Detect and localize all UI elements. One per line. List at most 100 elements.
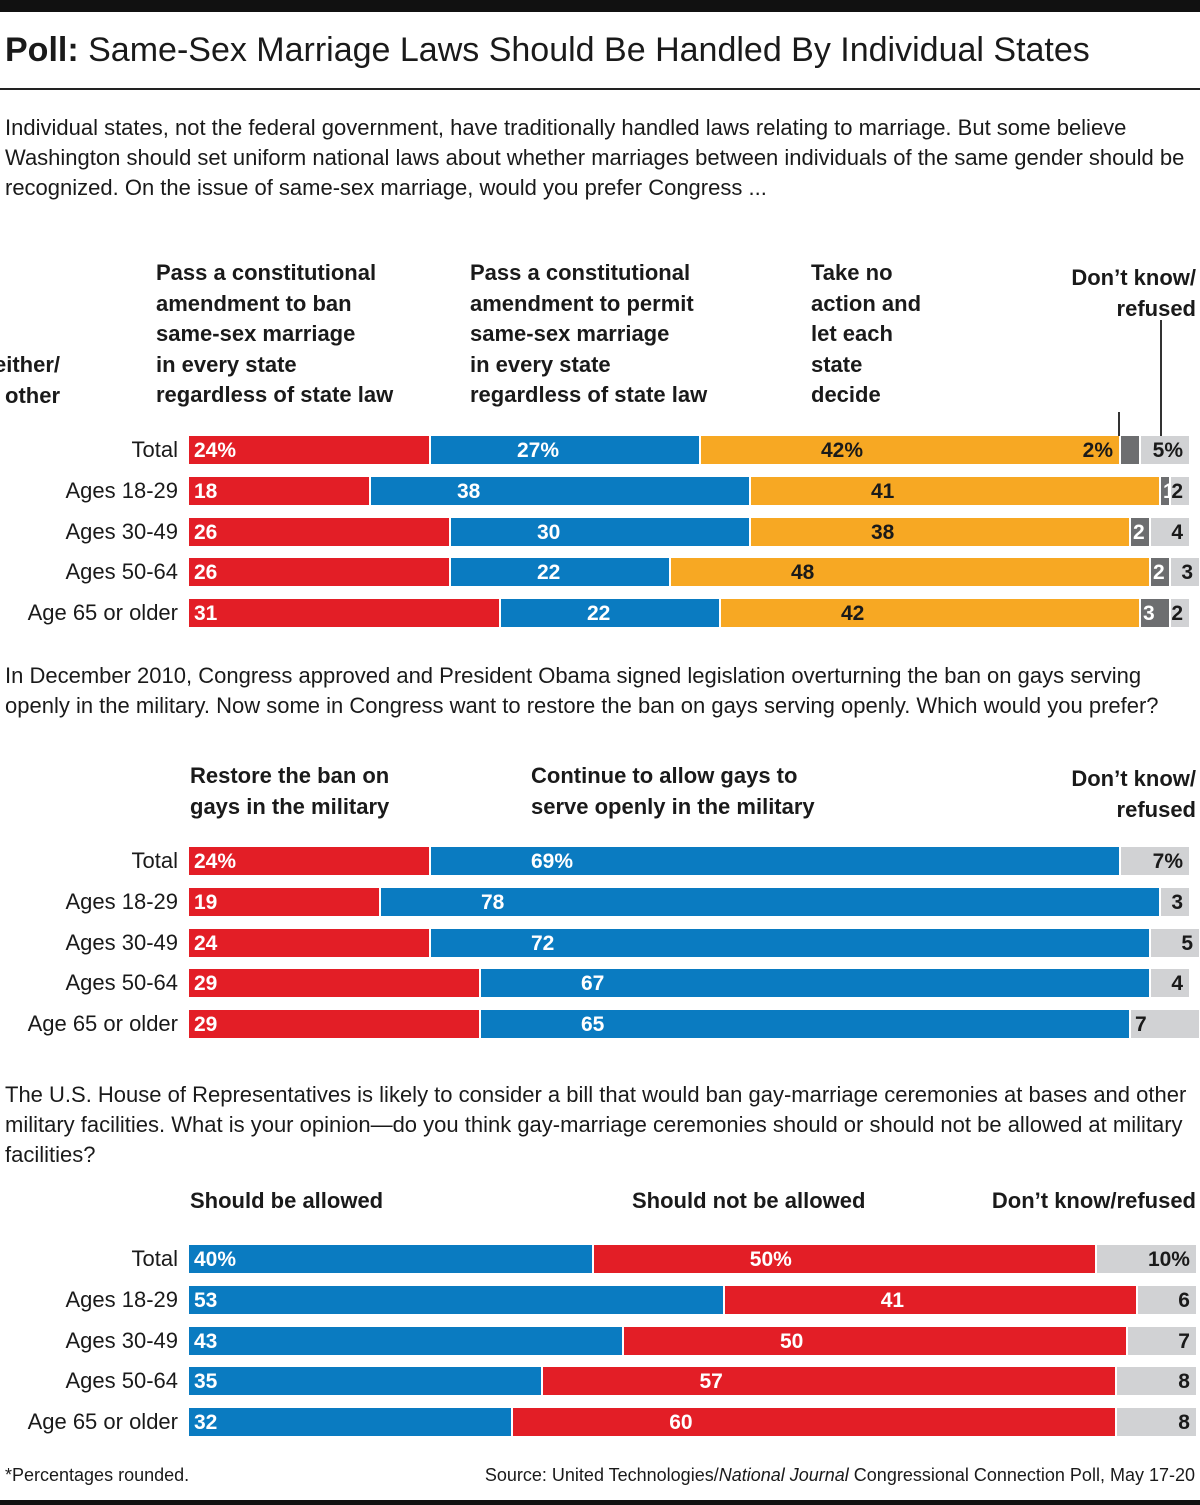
chart-1-data-label: 27% bbox=[517, 439, 560, 462]
chart-1-bar-dark-gray: 2% bbox=[1083, 436, 1139, 464]
chart-3-bar-red: 50 bbox=[622, 1326, 1126, 1355]
chart-2-bar-light-gray: 7 bbox=[1129, 1010, 1199, 1038]
chart-1-data-label: 38 bbox=[871, 520, 895, 544]
chart-1-data-label: 2% bbox=[1082, 439, 1113, 462]
chart-2-bar-blue: 78 bbox=[379, 887, 1159, 916]
chart-2-row-label: Total bbox=[131, 848, 178, 873]
chart-3-data-label: 41 bbox=[880, 1288, 905, 1312]
chart-1-row-label: Ages 30-49 bbox=[65, 518, 178, 544]
chart-3-bar-light-gray: 8 bbox=[1115, 1367, 1196, 1396]
chart-3-bar-blue: 43 bbox=[189, 1326, 622, 1355]
chart-1-bar-orange: 48 bbox=[669, 558, 1149, 587]
chart-2-series-header: Continue to allow gays to serve openly i… bbox=[531, 763, 815, 819]
chart-3-bar-blue: 32 bbox=[189, 1408, 512, 1436]
chart-3-bar-light-gray: 10% bbox=[1095, 1245, 1196, 1273]
chart-1-data-label: 2 bbox=[1153, 561, 1165, 585]
chart-1-bar-red: 26 bbox=[189, 517, 449, 546]
chart-1-bar-dark-gray: 2 bbox=[1149, 558, 1169, 587]
chart-3-bar-blue: 40% bbox=[189, 1245, 592, 1273]
chart-1-leader-line bbox=[1118, 412, 1120, 436]
chart-2-data-label: 78 bbox=[481, 890, 505, 914]
chart-1-data-label: 24% bbox=[194, 439, 237, 462]
chart-2-bar-red: 29 bbox=[189, 1010, 479, 1038]
chart-1-data-label: 2 bbox=[1171, 479, 1183, 503]
chart-3-data-label: 10% bbox=[1147, 1248, 1190, 1271]
chart-1-data-label: 3 bbox=[1143, 602, 1155, 625]
chart-2-bar-blue: 72 bbox=[429, 928, 1149, 957]
chart-3-data-label: 50% bbox=[749, 1248, 792, 1271]
source-suffix: Congressional Connection Poll, May 17-20 bbox=[848, 1465, 1195, 1485]
chart-1-row-label: Age 65 or older bbox=[27, 600, 178, 625]
chart-1-data-label: 5% bbox=[1152, 439, 1183, 462]
title-rule bbox=[0, 88, 1200, 90]
chart-1-bar-dark-gray: 2 bbox=[1129, 517, 1149, 546]
chart-1-bar-red: 26 bbox=[189, 558, 449, 587]
chart-3-data-label: 50 bbox=[780, 1329, 804, 1353]
chart-1-bar-blue: 22 bbox=[449, 558, 669, 587]
chart-1-data-label: 42 bbox=[841, 602, 865, 625]
chart-1-bar-light-gray: 2 bbox=[1169, 476, 1189, 505]
bottom-rule bbox=[0, 1500, 1200, 1505]
chart-2-data-label: 4 bbox=[1171, 972, 1183, 996]
chart-1-series-header: Don’t know/ refused bbox=[1071, 265, 1196, 321]
chart-3-question: The U.S. House of Representatives is lik… bbox=[5, 1082, 1187, 1167]
chart-2-data-label: 65 bbox=[581, 1013, 605, 1036]
source-note: Source: United Technologies/National Jou… bbox=[485, 1462, 1195, 1488]
chart-2-bar-red: 24 bbox=[189, 928, 429, 957]
chart-3-row-label: Ages 18-29 bbox=[65, 1286, 178, 1312]
chart-1-question: Individual states, not the federal gover… bbox=[5, 115, 1185, 200]
chart-2-row-label: Ages 50-64 bbox=[65, 970, 178, 996]
chart-3-data-label: 7 bbox=[1178, 1329, 1190, 1353]
chart-1-bar-light-gray: 5% bbox=[1139, 436, 1189, 464]
chart-2-bar-light-gray: 7% bbox=[1119, 847, 1189, 875]
chart-1-data-label: 1 bbox=[1163, 477, 1175, 507]
chart-1-data-label: 18 bbox=[194, 479, 218, 503]
chart-1-leader-line bbox=[1160, 320, 1162, 436]
chart-2-data-label: 3 bbox=[1171, 890, 1183, 914]
chart-1-bar-dark-gray: 1 bbox=[1159, 476, 1175, 505]
chart-2-bar-red: 29 bbox=[189, 969, 479, 998]
chart-2-row-label: Ages 30-49 bbox=[65, 929, 178, 955]
chart-3-data-label: 6 bbox=[1178, 1288, 1190, 1312]
chart-1-series-header: Neither/ other bbox=[0, 352, 60, 408]
chart-2-data-label: 24% bbox=[194, 850, 237, 873]
chart-3-row-label: Total bbox=[131, 1246, 178, 1271]
chart-1-series-header: Pass a constitutional amendment to ban s… bbox=[156, 260, 394, 407]
chart-1-bar-blue: 30 bbox=[449, 517, 749, 546]
chart-1-row-label: Ages 18-29 bbox=[65, 477, 178, 503]
chart-1-bar-orange: 38 bbox=[749, 517, 1129, 546]
chart-1-data-label: 22 bbox=[537, 561, 561, 585]
chart-3-data-label: 8 bbox=[1178, 1411, 1190, 1434]
chart-3-data-label: 8 bbox=[1178, 1370, 1190, 1394]
chart-1-series-header: Take no action and let each state decide bbox=[811, 260, 922, 407]
chart-1-data-label: 31 bbox=[194, 602, 218, 625]
chart-1-data-label: 42% bbox=[821, 439, 864, 462]
chart-3-bar-red: 50% bbox=[591, 1245, 1096, 1273]
chart-2-bar-red: 19 bbox=[189, 887, 379, 916]
chart-1-bar-red: 31 bbox=[189, 599, 499, 627]
chart-3-bar-red: 57 bbox=[541, 1367, 1116, 1396]
chart-1-data-label: 41 bbox=[871, 479, 895, 503]
chart-3-data-label: 53 bbox=[194, 1288, 218, 1312]
chart-1-bar-light-gray: 2 bbox=[1169, 599, 1189, 627]
chart-3-data-label: 43 bbox=[194, 1329, 218, 1353]
chart-3-data-label: 32 bbox=[194, 1411, 218, 1434]
chart-2-bar-blue: 65 bbox=[479, 1010, 1129, 1038]
chart-2-data-label: 72 bbox=[531, 931, 555, 955]
chart-3-bar-blue: 35 bbox=[189, 1367, 542, 1396]
chart-1-data-label: 26 bbox=[194, 561, 218, 585]
chart-2-row-label: Age 65 or older bbox=[27, 1011, 178, 1036]
chart-3-bar-red: 60 bbox=[511, 1408, 1116, 1436]
source-publication: National Journal bbox=[718, 1465, 849, 1485]
chart-1-data-label: 2 bbox=[1171, 602, 1183, 625]
chart-3-bar-light-gray: 6 bbox=[1135, 1285, 1196, 1314]
chart-2-series-header: Don’t know/ refused bbox=[1071, 766, 1196, 822]
chart-1-bar-light-gray: 4 bbox=[1149, 517, 1189, 546]
chart-2-series-header: Restore the ban on gays in the military bbox=[190, 763, 390, 819]
chart-1-data-label: 26 bbox=[194, 520, 218, 544]
chart-2-data-label: 19 bbox=[194, 890, 218, 914]
chart-2-data-label: 69% bbox=[531, 850, 574, 873]
chart-3-data-label: 35 bbox=[194, 1370, 218, 1394]
chart-1-row-label: Total bbox=[131, 437, 178, 462]
chart-1-data-label: 3 bbox=[1181, 561, 1193, 585]
